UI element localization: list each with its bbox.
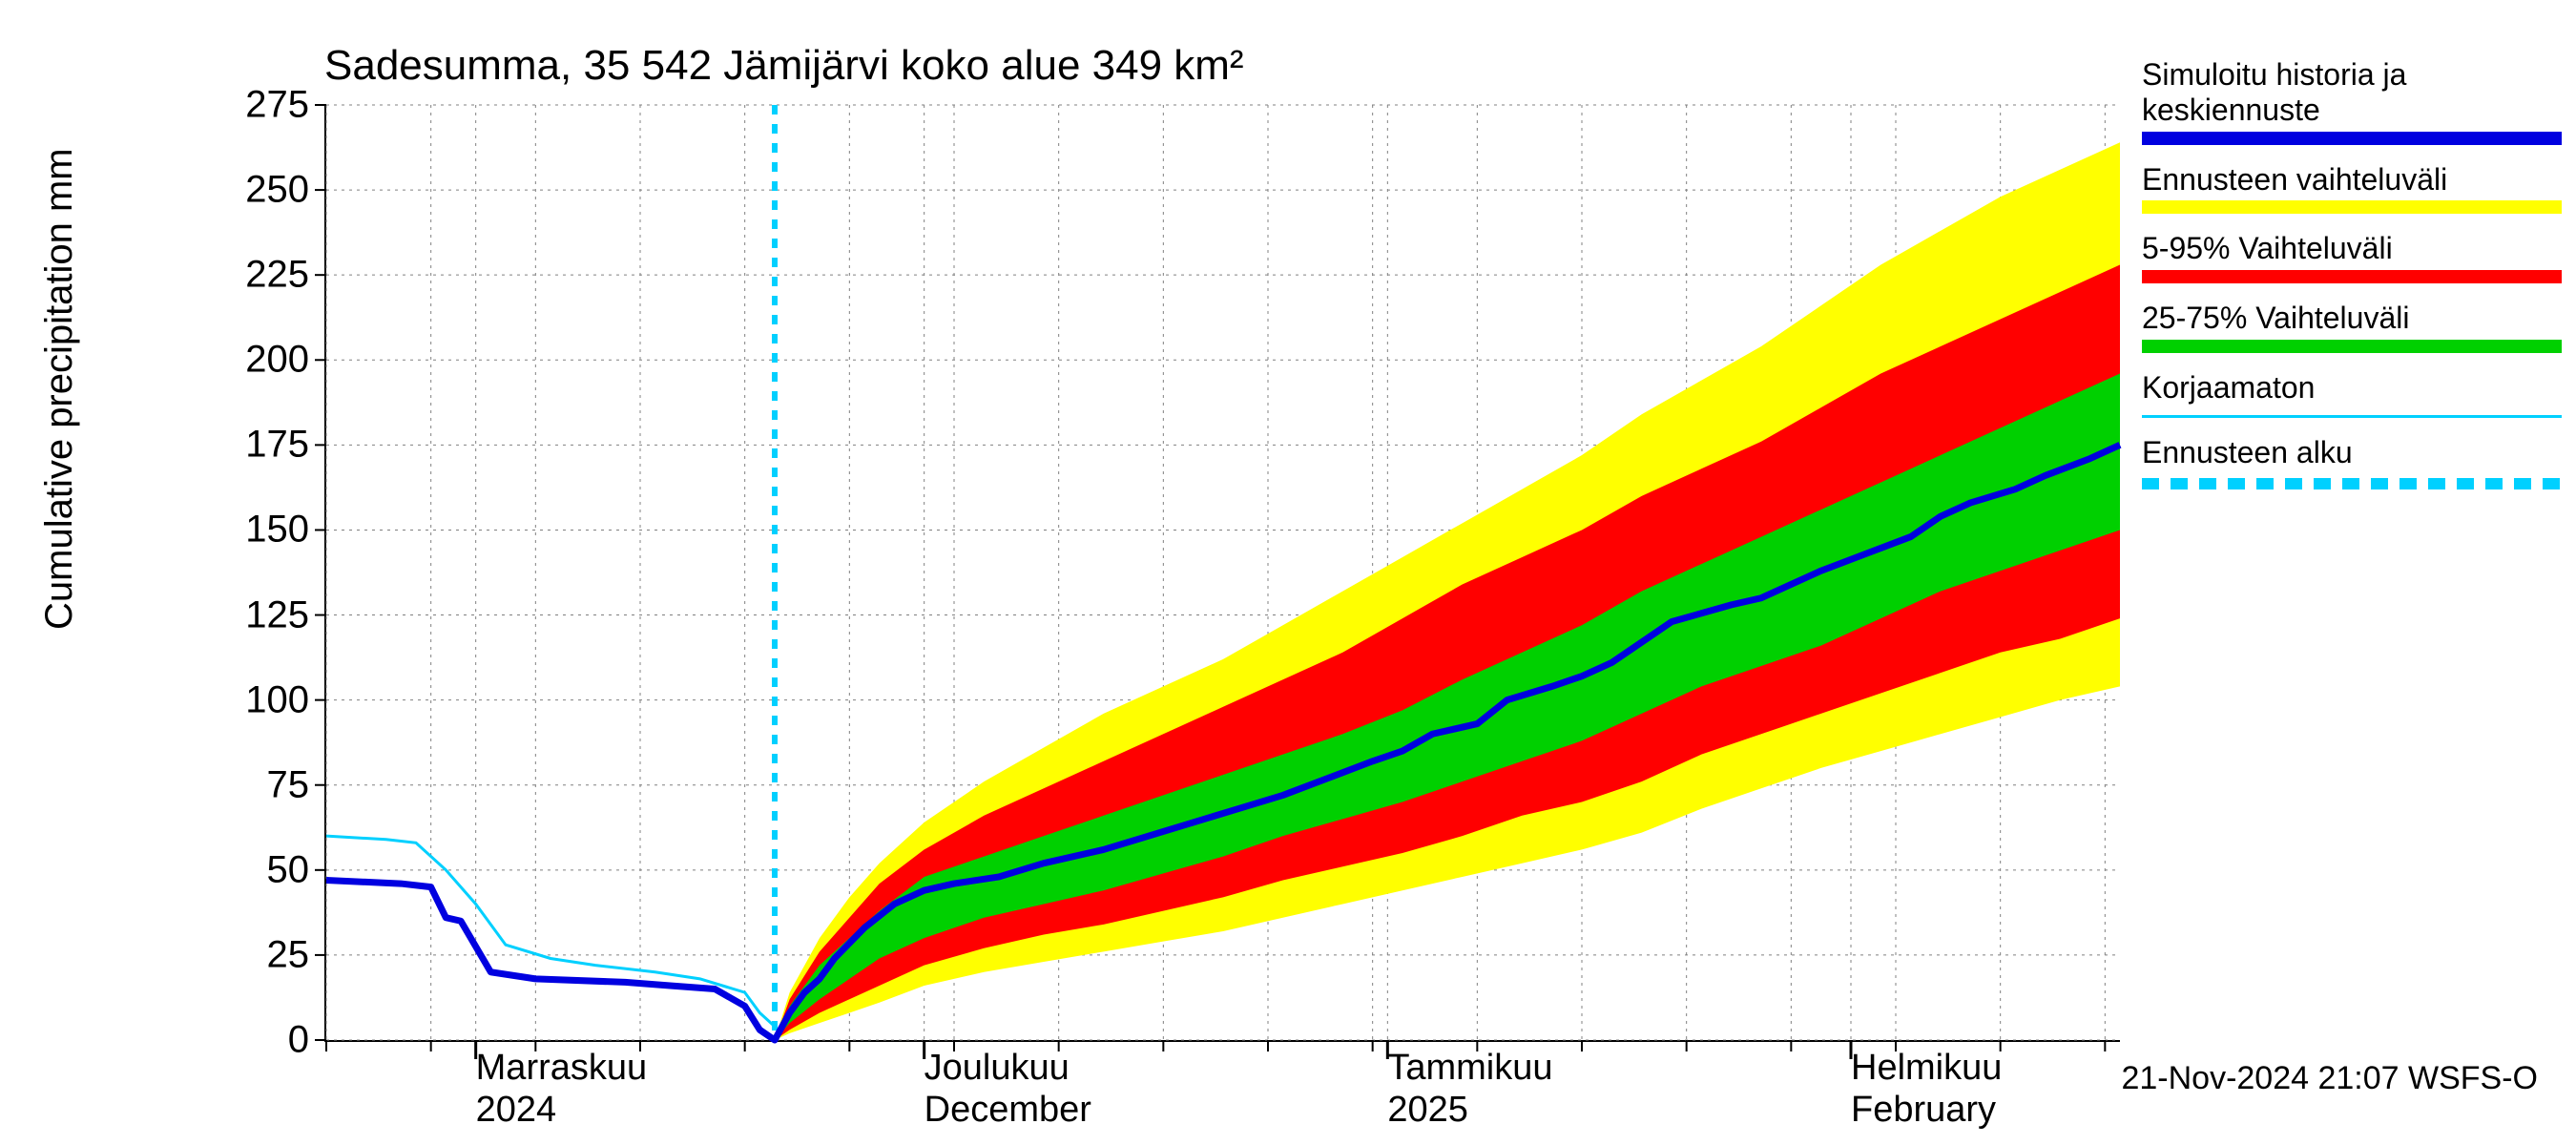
chart-title: Sadesumma, 35 542 Jämijärvi koko alue 34…: [324, 42, 1244, 90]
legend-item: Korjaamaton: [2142, 370, 2562, 418]
chart-container: Sadesumma, 35 542 Jämijärvi koko alue 34…: [0, 0, 2576, 1145]
legend-label: Ennusteen vaihteluväli: [2142, 162, 2562, 198]
legend-swatch: [2142, 478, 2562, 489]
y-tick-label: 175: [245, 424, 309, 467]
legend-item: Ennusteen vaihteluväli: [2142, 162, 2562, 215]
legend-item: Ennusteen alku: [2142, 435, 2562, 489]
y-axis-label: Cumulative precipitation mm: [38, 515, 81, 630]
legend-label: Korjaamaton: [2142, 370, 2562, 406]
legend-label: Ennusteen alku: [2142, 435, 2562, 470]
y-tick-label: 50: [267, 848, 310, 891]
chart-svg: [326, 105, 2120, 1040]
y-tick-label: 200: [245, 339, 309, 382]
legend-item: 5-95% Vaihteluväli: [2142, 231, 2562, 283]
x-tick-sub: February: [1851, 1090, 1996, 1131]
legend-swatch: [2142, 132, 2562, 145]
y-tick-label: 125: [245, 593, 309, 636]
legend: Simuloitu historia ja keskiennuste Ennust…: [2142, 57, 2562, 507]
y-tick-label: 0: [288, 1019, 309, 1062]
legend-item: 25-75% Vaihteluväli: [2142, 301, 2562, 353]
y-tick-label: 225: [245, 254, 309, 297]
x-tick-sub: 2024: [476, 1090, 557, 1131]
legend-swatch: [2142, 200, 2562, 214]
y-tick-label: 275: [245, 84, 309, 127]
x-tick-sub: 2025: [1387, 1090, 1468, 1131]
y-tick-label: 75: [267, 763, 310, 806]
y-tick-label: 25: [267, 933, 310, 976]
legend-label: 25-75% Vaihteluväli: [2142, 301, 2562, 336]
plot-area: 0255075100125150175200225250275Marraskuu…: [324, 105, 2120, 1042]
x-tick-month: Tammikuu: [1387, 1048, 1552, 1089]
x-tick-month: Marraskuu: [476, 1048, 648, 1089]
legend-item: Simuloitu historia ja keskiennuste: [2142, 57, 2562, 145]
x-tick-month: Helmikuu: [1851, 1048, 2002, 1089]
legend-swatch: [2142, 415, 2562, 418]
legend-label: Simuloitu historia ja keskiennuste: [2142, 57, 2562, 128]
x-tick-month: Joulukuu: [924, 1048, 1070, 1089]
y-tick-label: 250: [245, 169, 309, 212]
legend-swatch: [2142, 340, 2562, 353]
timestamp: 21-Nov-2024 21:07 WSFS-O: [2121, 1060, 2538, 1097]
legend-swatch: [2142, 270, 2562, 283]
legend-label: 5-95% Vaihteluväli: [2142, 231, 2562, 266]
x-tick-sub: December: [924, 1090, 1091, 1131]
y-tick-label: 100: [245, 678, 309, 721]
y-tick-label: 150: [245, 509, 309, 552]
